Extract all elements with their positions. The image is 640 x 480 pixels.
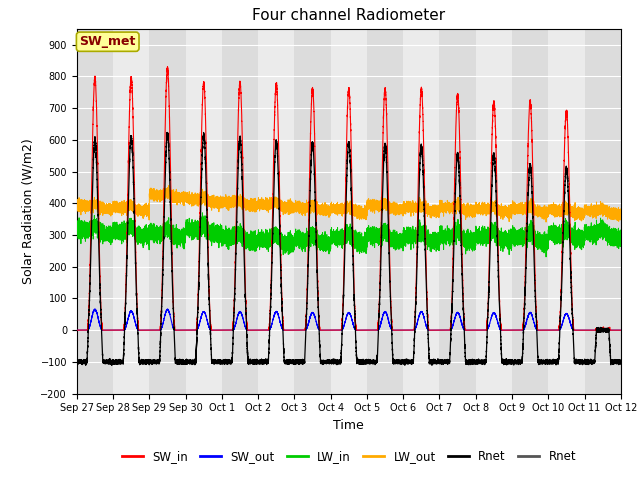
Title: Four channel Radiometer: Four channel Radiometer	[252, 9, 445, 24]
X-axis label: Time: Time	[333, 419, 364, 432]
Bar	[258, 29, 294, 394]
Bar	[331, 29, 367, 394]
Text: SW_met: SW_met	[79, 35, 136, 48]
Bar	[512, 29, 548, 394]
Bar	[149, 29, 186, 394]
Bar	[222, 29, 258, 394]
Bar	[113, 29, 149, 394]
Bar	[367, 29, 403, 394]
Legend: SW_in, SW_out, LW_in, LW_out, Rnet, Rnet: SW_in, SW_out, LW_in, LW_out, Rnet, Rnet	[117, 445, 580, 468]
Bar	[294, 29, 331, 394]
Bar	[476, 29, 512, 394]
Bar	[77, 29, 113, 394]
Bar	[186, 29, 222, 394]
Y-axis label: Solar Radiation (W/m2): Solar Radiation (W/m2)	[22, 138, 35, 284]
Bar	[584, 29, 621, 394]
Bar	[548, 29, 584, 394]
Bar	[440, 29, 476, 394]
Bar	[403, 29, 440, 394]
